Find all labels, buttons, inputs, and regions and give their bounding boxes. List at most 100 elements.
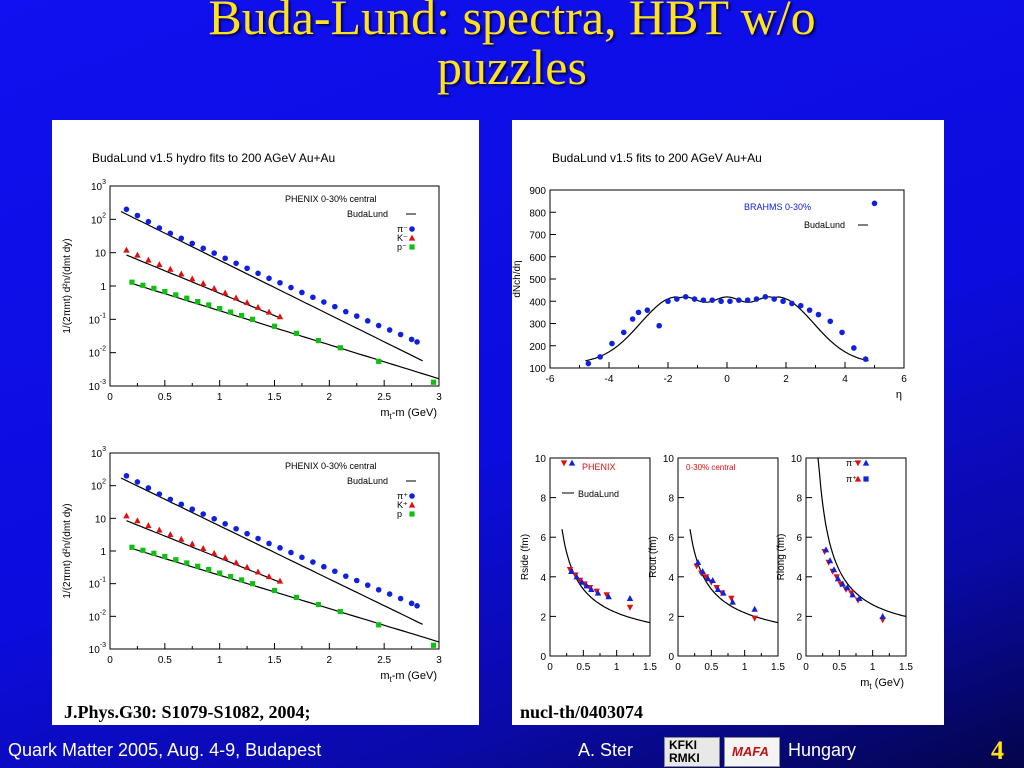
data-point [718,298,724,305]
data-point [635,309,642,316]
data-point [353,313,360,319]
model-curve [585,296,869,362]
data-point [178,270,185,277]
model-curve [120,477,423,625]
data-point [626,595,634,601]
data-point [266,275,272,282]
x-tick-label: -4 [605,374,614,385]
data-point [656,322,662,329]
y-tick-label: 103 [91,446,106,460]
data-point [162,553,168,560]
data-point [184,560,190,566]
data-point [332,303,338,310]
data-point [173,292,179,298]
y-tick-label: 100 [529,364,546,375]
x-tick-label: 1.5 [643,662,657,673]
data-point [397,595,404,602]
legend-model-label: BudaLund [578,489,619,499]
data-point [184,295,190,301]
data-point [299,289,305,296]
data-point [568,568,575,574]
data-point [243,299,251,306]
plot-frame [677,457,779,657]
x-tick-label: 2.5 [377,392,391,403]
data-point [605,593,612,600]
data-point [123,512,130,519]
x-axis-label: mt (GeV) [860,677,904,691]
chart-hbt-2: 0 0.5 1 1.5 0 2 4 6 8 10 [791,454,914,673]
data-point [609,340,615,347]
data-point [134,251,141,258]
data-point [699,568,706,574]
data-point [364,318,371,324]
data-point [353,577,360,584]
data-point [162,288,168,295]
data-point [228,309,234,315]
y-tick-label: 4 [540,573,546,584]
x-axis-label: η [896,389,902,401]
data-point [844,584,851,591]
x-tick-label: 2.5 [377,655,391,666]
data-point [342,308,349,315]
data-point [720,589,727,596]
data-point [691,296,698,302]
y-tick-label: 6 [668,533,674,544]
legend-model-label: BudaLund [804,220,845,230]
data-point [221,289,229,296]
legend-model-label: BudaLund [347,476,388,486]
data-point [254,568,262,575]
data-point [744,297,751,303]
y-tick-label: 2 [796,612,802,623]
data-point [848,590,855,597]
data-point [211,250,217,256]
data-point [771,296,777,302]
data-point [629,316,636,322]
data-point [178,235,185,242]
data-point [189,540,196,547]
y-tick-label: 10-2 [89,346,106,360]
data-point [573,573,580,580]
x-tick-label: 0.5 [576,662,590,673]
data-point [376,358,382,364]
data-point [583,582,590,589]
data-point [178,535,185,542]
data-point [134,212,141,219]
x-tick-label: 1.5 [771,662,785,673]
data-point [728,595,735,602]
data-point [217,305,223,312]
legend-model-label: BudaLund [347,209,388,219]
kfki-rmki-logo: KFKI RMKI [664,737,720,767]
data-point [827,318,834,325]
data-point [200,245,207,252]
x-tick-label: -2 [664,374,673,385]
data-point [753,296,760,302]
plot-frame [549,189,905,369]
y-tick-label: 600 [529,253,546,264]
x-tick-label: 0.5 [158,655,172,666]
data-point [871,200,878,207]
data-point [265,573,273,580]
data-point [239,312,245,319]
y-tick-label: 8 [796,494,802,505]
data-point [293,594,300,600]
data-point [797,302,804,309]
data-point [709,577,716,583]
data-point [603,592,610,599]
legend-entry-label: π⁺ [846,474,857,484]
data-point [822,546,830,553]
data-point [200,511,207,517]
legend-marker [408,501,416,508]
data-point [299,554,305,561]
data-point [200,545,207,552]
legend-marker [409,493,415,499]
data-point [129,279,135,285]
chart-title: BudaLund v1.5 fits to 200 AGeV Au+Au [552,151,762,165]
y-tick-label: 1 [100,547,106,558]
x-tick-label: 0 [547,662,553,673]
data-point [414,339,420,345]
data-point [762,294,769,300]
mafa-logo: MAFA [724,737,780,767]
data-point [833,574,840,581]
data-point [211,515,217,522]
x-tick-label: 2 [327,392,333,403]
